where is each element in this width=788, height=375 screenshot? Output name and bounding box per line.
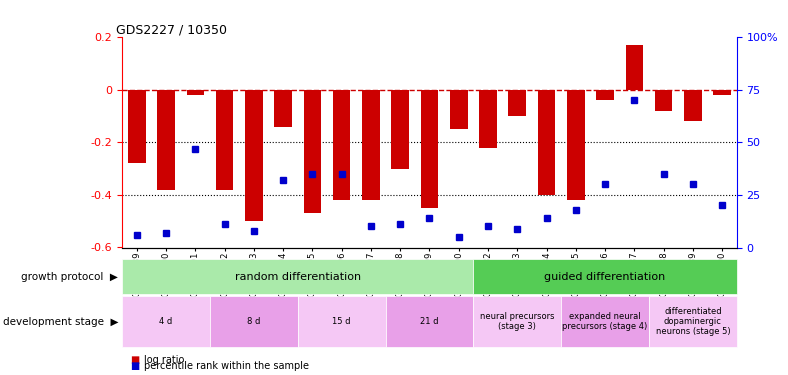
Bar [187,90,204,95]
Bar [567,90,585,200]
Bar [508,90,526,116]
Bar [122,259,474,294]
Bar [450,90,467,129]
Text: expanded neural
precursors (stage 4): expanded neural precursors (stage 4) [563,312,648,331]
Text: ■: ■ [130,355,139,365]
Text: growth protocol  ▶: growth protocol ▶ [21,272,118,282]
Bar [537,90,556,195]
Bar [649,296,737,347]
Bar [626,45,643,90]
Text: development stage  ▶: development stage ▶ [2,316,118,327]
Text: 15 d: 15 d [333,317,351,326]
Bar [245,90,262,221]
Bar [128,90,146,164]
Bar [362,90,380,200]
Bar [474,296,561,347]
Text: 8 d: 8 d [247,317,261,326]
Bar [713,90,731,95]
Text: ■: ■ [130,362,139,371]
Text: random differentiation: random differentiation [235,272,361,282]
Bar [210,296,298,347]
Bar [274,90,292,127]
Bar [684,90,701,122]
Text: 4 d: 4 d [159,317,173,326]
Bar [158,90,175,190]
Text: differentiated
dopaminergic
neurons (stage 5): differentiated dopaminergic neurons (sta… [656,307,730,336]
Bar [298,296,385,347]
Text: neural precursors
(stage 3): neural precursors (stage 3) [480,312,555,331]
Text: guided differentiation: guided differentiation [545,272,666,282]
Text: 21 d: 21 d [420,317,439,326]
Bar [385,296,474,347]
Bar [216,90,233,190]
Text: log ratio: log ratio [144,355,184,365]
Text: percentile rank within the sample: percentile rank within the sample [144,362,309,371]
Bar [303,90,322,213]
Bar [655,90,672,111]
Bar [333,90,351,200]
Bar [122,296,210,347]
Bar [392,90,409,169]
Bar [421,90,438,208]
Text: GDS2227 / 10350: GDS2227 / 10350 [116,23,227,36]
Bar [561,296,649,347]
Bar [474,259,737,294]
Bar [479,90,496,148]
Bar [597,90,614,101]
